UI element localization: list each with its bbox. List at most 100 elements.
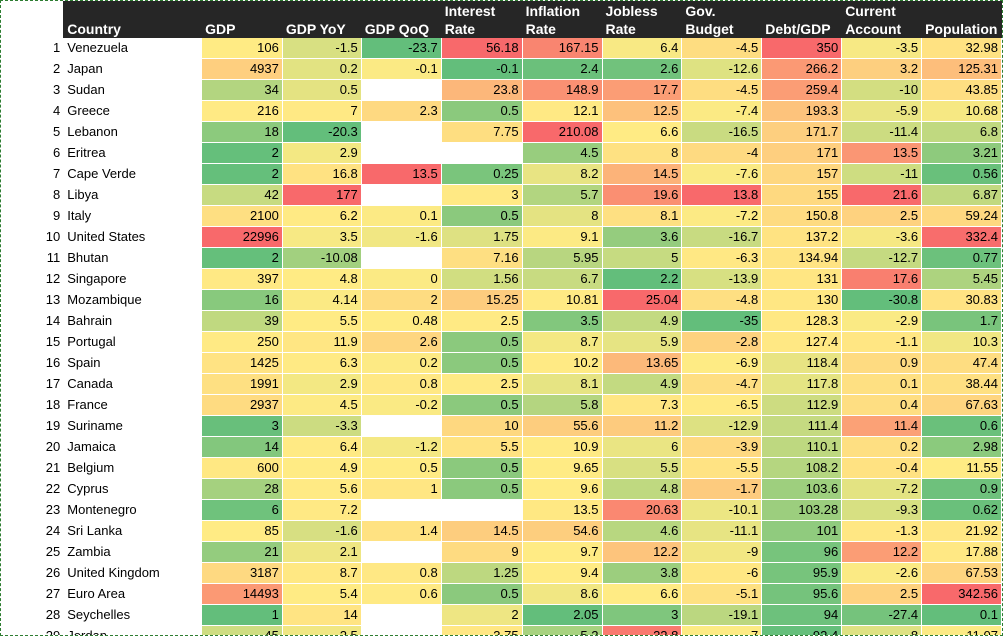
cell-current[interactable]: -9.3 — [841, 499, 923, 521]
cell-interest[interactable]: 0.5 — [441, 394, 523, 416]
cell-debt[interactable]: 130 — [761, 289, 843, 311]
row-number[interactable]: 22 — [1, 478, 65, 500]
cell-current[interactable]: -8 — [841, 625, 923, 635]
cell-interest[interactable]: 2.5 — [441, 373, 523, 395]
cell-debt[interactable]: 128.3 — [761, 310, 843, 332]
cell-gdp-qoq[interactable]: 2.3 — [361, 100, 442, 122]
cell-inflation[interactable]: 10.81 — [522, 289, 603, 311]
cell-gdp-yoy[interactable]: 4.14 — [282, 289, 362, 311]
cell-gdp[interactable]: 4937 — [201, 58, 283, 80]
cell-current[interactable]: -2.9 — [841, 310, 923, 332]
cell-gdp[interactable]: 216 — [201, 100, 283, 122]
cell-current[interactable]: 0.9 — [841, 352, 923, 374]
cell-gdp[interactable]: 22996 — [201, 226, 283, 248]
cell-current[interactable]: -11.4 — [841, 121, 923, 143]
cell-gdp-qoq[interactable]: -0.1 — [361, 58, 442, 80]
cell-country[interactable]: Jordan — [63, 625, 203, 635]
cell-gdp-qoq[interactable] — [361, 499, 442, 521]
cell-gdp[interactable]: 45 — [201, 625, 283, 635]
cell-jobless[interactable]: 4.6 — [602, 520, 683, 542]
cell-gdp[interactable]: 42 — [201, 184, 283, 206]
cell-jobless[interactable]: 3.6 — [602, 226, 683, 248]
cell-country[interactable]: Spain — [63, 352, 203, 374]
row-number[interactable]: 3 — [1, 79, 65, 101]
cell-gdp[interactable]: 250 — [201, 331, 283, 353]
cell-debt[interactable]: 92.4 — [761, 625, 843, 635]
cell-population[interactable]: 0.62 — [921, 499, 1002, 521]
cell-population[interactable]: 11.07 — [921, 625, 1002, 635]
cell-inflation[interactable]: 6.7 — [522, 268, 603, 290]
cell-gdp-qoq[interactable] — [361, 604, 442, 626]
cell-gdp-yoy[interactable]: -10.08 — [282, 247, 362, 269]
cell-budget[interactable]: -5.1 — [681, 583, 763, 605]
cell-gdp-yoy[interactable]: 6.2 — [282, 205, 362, 227]
cell-budget[interactable]: -6.5 — [681, 394, 763, 416]
cell-gdp-yoy[interactable]: 0.2 — [282, 58, 362, 80]
cell-population[interactable]: 2.98 — [921, 436, 1002, 458]
column-header-interest-rate[interactable]: Interest Rate — [441, 1, 523, 38]
cell-gdp-yoy[interactable]: 5.4 — [282, 583, 362, 605]
cell-gdp[interactable]: 14 — [201, 436, 283, 458]
cell-interest[interactable]: 0.5 — [441, 352, 523, 374]
column-header-gdp-yoy[interactable]: GDP YoY — [282, 1, 362, 38]
cell-gdp-yoy[interactable]: 8.7 — [282, 562, 362, 584]
cell-gdp[interactable]: 18 — [201, 121, 283, 143]
cell-debt[interactable]: 118.4 — [761, 352, 843, 374]
cell-country[interactable]: Portugal — [63, 331, 203, 353]
cell-inflation[interactable]: 5.8 — [522, 394, 603, 416]
cell-debt[interactable]: 193.3 — [761, 100, 843, 122]
cell-budget[interactable]: -4.5 — [681, 38, 763, 59]
cell-interest[interactable]: 23.8 — [441, 79, 523, 101]
cell-budget[interactable]: -12.6 — [681, 58, 763, 80]
cell-current[interactable]: 0.2 — [841, 436, 923, 458]
cell-interest[interactable]: 0.5 — [441, 331, 523, 353]
row-number[interactable]: 20 — [1, 436, 65, 458]
cell-interest[interactable]: 0.5 — [441, 100, 523, 122]
row-number[interactable]: 9 — [1, 205, 65, 227]
cell-gdp-qoq[interactable] — [361, 625, 442, 635]
cell-gdp-yoy[interactable]: 0.5 — [282, 79, 362, 101]
cell-current[interactable]: -2.6 — [841, 562, 923, 584]
cell-jobless[interactable]: 3 — [602, 604, 683, 626]
cell-gdp[interactable]: 14493 — [201, 583, 283, 605]
cell-population[interactable]: 32.98 — [921, 38, 1002, 59]
cell-population[interactable]: 38.44 — [921, 373, 1002, 395]
cell-gdp[interactable]: 21 — [201, 541, 283, 563]
cell-population[interactable]: 10.3 — [921, 331, 1002, 353]
cell-jobless[interactable]: 11.2 — [602, 415, 683, 437]
cell-jobless[interactable]: 5 — [602, 247, 683, 269]
cell-jobless[interactable]: 8.1 — [602, 205, 683, 227]
cell-country[interactable]: Euro Area — [63, 583, 203, 605]
cell-population[interactable]: 10.68 — [921, 100, 1002, 122]
cell-budget[interactable]: -35 — [681, 310, 763, 332]
cell-inflation[interactable]: 148.9 — [522, 79, 603, 101]
column-header-gov-budget[interactable]: Gov. Budget — [681, 1, 763, 38]
cell-country[interactable]: Singapore — [63, 268, 203, 290]
cell-debt[interactable]: 96 — [761, 541, 843, 563]
cell-population[interactable]: 59.24 — [921, 205, 1002, 227]
cell-debt[interactable]: 110.1 — [761, 436, 843, 458]
cell-jobless[interactable]: 6 — [602, 436, 683, 458]
row-number[interactable]: 17 — [1, 373, 65, 395]
cell-debt[interactable]: 131 — [761, 268, 843, 290]
cell-gdp-yoy[interactable]: 16.8 — [282, 163, 362, 185]
cell-current[interactable]: -30.8 — [841, 289, 923, 311]
cell-interest[interactable]: 1.25 — [441, 562, 523, 584]
cell-country[interactable]: Italy — [63, 205, 203, 227]
cell-budget[interactable]: -7.2 — [681, 205, 763, 227]
cell-gdp-yoy[interactable]: 11.9 — [282, 331, 362, 353]
cell-current[interactable]: -27.4 — [841, 604, 923, 626]
column-header-inflation-rate[interactable]: Inflation Rate — [522, 1, 603, 38]
cell-current[interactable]: -10 — [841, 79, 923, 101]
cell-budget[interactable]: -1.7 — [681, 478, 763, 500]
row-number[interactable]: 25 — [1, 541, 65, 563]
cell-gdp[interactable]: 1425 — [201, 352, 283, 374]
cell-budget[interactable]: -2.8 — [681, 331, 763, 353]
row-number[interactable]: 2 — [1, 58, 65, 80]
cell-interest[interactable] — [441, 499, 523, 521]
cell-interest[interactable]: 2 — [441, 604, 523, 626]
cell-country[interactable]: United Kingdom — [63, 562, 203, 584]
cell-inflation[interactable]: 4.5 — [522, 142, 603, 164]
cell-population[interactable]: 0.1 — [921, 604, 1002, 626]
cell-inflation[interactable]: 2.05 — [522, 604, 603, 626]
